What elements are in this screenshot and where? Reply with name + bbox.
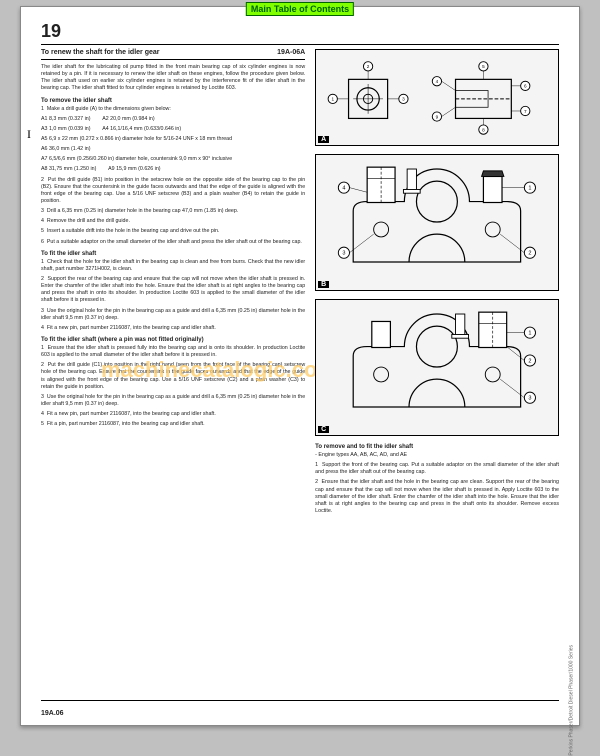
rule-bottom — [41, 700, 559, 701]
svg-text:8: 8 — [482, 127, 485, 132]
svg-text:3: 3 — [402, 97, 405, 102]
two-column-layout: To renew the shaft for the idler gear 19… — [41, 49, 559, 518]
fit-step: 3 Use the original hole for the pin in t… — [41, 308, 305, 322]
left-column: To renew the shaft for the idler gear 19… — [41, 49, 305, 518]
right-column: 1 2 3 4 5 6 7 8 9 — [315, 49, 559, 518]
remove-step: A1 8,3 mm (0.327 in) A2 20,0 mm (0.984 i… — [41, 116, 305, 123]
figure-b-label: B — [318, 281, 329, 288]
fit2-heading: To fit the idler shaft (where a pin was … — [41, 337, 305, 343]
page-footer: 19A.06 — [41, 710, 64, 717]
remove-heading: To remove the idler shaft — [41, 98, 305, 104]
section-title: To renew the shaft for the idler gear — [41, 49, 160, 56]
remove-step: 3 Drill a 6,35 mm (0.25 in) diameter hol… — [41, 208, 305, 215]
remove-step: A8 31,75 mm (1.250 in) A9 15,9 mm (0.626… — [41, 166, 305, 173]
side-label: Perkins Phaser/Detroit Diesel Phaser/100… — [569, 645, 575, 756]
right-sub: - Engine types AA, AB, AC, AD, and AE — [315, 452, 559, 459]
fit2-step: 3 Use the original hole for the pin in t… — [41, 394, 305, 408]
rule-top — [41, 44, 559, 45]
svg-text:4: 4 — [436, 79, 439, 84]
remove-step: 2 Put the drill guide (B1) into position… — [41, 177, 305, 206]
svg-text:2: 2 — [529, 358, 532, 364]
svg-text:6: 6 — [524, 84, 527, 89]
figure-b-drawing: 4 3 1 2 — [316, 155, 558, 290]
text-cursor-icon: I — [27, 127, 31, 142]
section-head: To renew the shaft for the idler gear 19… — [41, 49, 305, 56]
right-step: 2 Ensure that the idler shaft and the ho… — [315, 479, 559, 515]
figure-c-drawing: 1 2 3 — [316, 300, 558, 435]
figure-a-label: A — [318, 136, 329, 143]
svg-text:1: 1 — [529, 330, 532, 336]
svg-text:9: 9 — [436, 114, 439, 119]
fit2-step: 1 Ensure that the idler shaft is pressed… — [41, 345, 305, 359]
remove-step: A3 1,0 mm (0.039 in) A4 16,1/16,4 mm (0.… — [41, 126, 305, 133]
svg-text:1: 1 — [529, 185, 532, 191]
intro-paragraph: The idler shaft for the lubricating oil … — [41, 64, 305, 93]
svg-text:5: 5 — [482, 64, 485, 69]
svg-text:2: 2 — [529, 251, 532, 257]
figure-c: 1 2 3 C — [315, 299, 559, 436]
fit2-step: 4 Fit a new pin, part number 2116087, in… — [41, 411, 305, 418]
section-code: 19A-06A — [277, 49, 305, 56]
fit-step: 2 Support the rear of the bearing cap an… — [41, 276, 305, 305]
fit2-step: 2 Put the drill guide (C1) into position… — [41, 362, 305, 391]
fit-step: 1 Check that the hole for the idler shaf… — [41, 259, 305, 273]
svg-text:1: 1 — [332, 97, 335, 102]
figure-a: 1 2 3 4 5 6 7 8 9 — [315, 49, 559, 146]
toc-link[interactable]: Main Table of Contents — [246, 2, 354, 16]
figure-b: 4 3 1 2 B — [315, 154, 559, 291]
right-step: 1 Support the front of the bearing cap. … — [315, 462, 559, 476]
svg-text:2: 2 — [367, 64, 370, 69]
svg-text:3: 3 — [343, 251, 346, 257]
svg-text:4: 4 — [343, 185, 346, 191]
remove-step: A5 6,9 x 22 mm (0.272 x 0.866 in) diamet… — [41, 136, 305, 143]
svg-text:3: 3 — [529, 396, 532, 402]
remove-step: 4 Remove the drill and the drill guide. — [41, 218, 305, 225]
figure-c-label: C — [318, 426, 329, 433]
right-heading: To remove and to fit the idler shaft — [315, 444, 559, 450]
manual-page: Main Table of Contents I 19 machinecatal… — [20, 6, 580, 726]
remove-step: 6 Put a suitable adaptor on the small di… — [41, 239, 305, 246]
chapter-number: 19 — [41, 21, 559, 42]
rule-under-head — [41, 59, 305, 60]
remove-step: A7 6,5/6,6 mm (0.256/0.260 in) diameter … — [41, 156, 305, 163]
svg-text:7: 7 — [524, 109, 527, 114]
remove-step: 1 Make a drill guide (A) to the dimensio… — [41, 106, 305, 113]
fit-step: 4 Fit a new pin, part number 2116087, in… — [41, 325, 305, 332]
fit2-step: 5 Fit a pin, part number 2116087, into t… — [41, 421, 305, 428]
figure-a-drawing: 1 2 3 4 5 6 7 8 9 — [316, 50, 558, 145]
fit-heading: To fit the idler shaft — [41, 251, 305, 257]
remove-step: 5 Insert a suitable drift into the hole … — [41, 228, 305, 235]
remove-step: A6 36,0 mm (1.42 in) — [41, 146, 305, 153]
